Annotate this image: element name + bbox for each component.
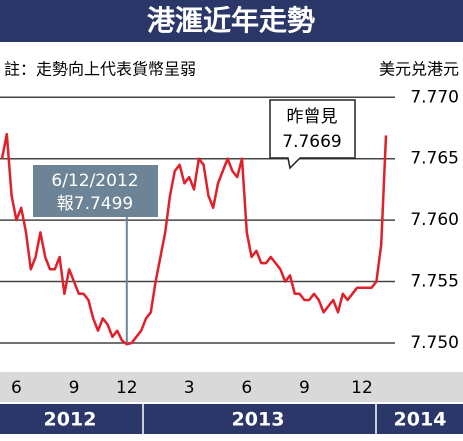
y-tick-label: 7.765 [410,149,459,169]
month-band [0,372,463,402]
year-label: 2013 [232,409,285,431]
annotation-text: 7.7669 [282,132,341,152]
title-bar [0,0,463,42]
y-tick-label: 7.750 [410,333,459,353]
annotation-box [33,165,158,217]
y-tick-label: 7.770 [410,87,459,107]
x-tick-label: 9 [69,378,80,398]
year-band [0,404,463,434]
x-tick-label: 9 [299,378,310,398]
price-line [0,132,388,346]
y-tick-label: 7.760 [410,210,459,230]
chart-title: 港滙近年走勢 [147,4,315,37]
x-tick-label: 6 [11,378,22,398]
year-label: 2012 [44,409,97,431]
y-axis-label: 美元兑港元 [379,60,459,79]
x-tick-label: 12 [116,378,138,398]
annotation-text: 昨曾見 [287,107,338,127]
annotation-text: 6/12/2012 [51,171,138,191]
subtitle: 註：走勢向上代表貨幣呈弱 [4,60,196,79]
x-tick-label: 12 [351,378,373,398]
x-tick-label: 6 [241,378,252,398]
annotation-box [269,99,356,170]
annotation-text: 報7.7499 [57,194,133,214]
y-tick-label: 7.755 [410,272,459,292]
year-label: 2014 [394,409,447,431]
x-tick-label: 3 [184,378,195,398]
